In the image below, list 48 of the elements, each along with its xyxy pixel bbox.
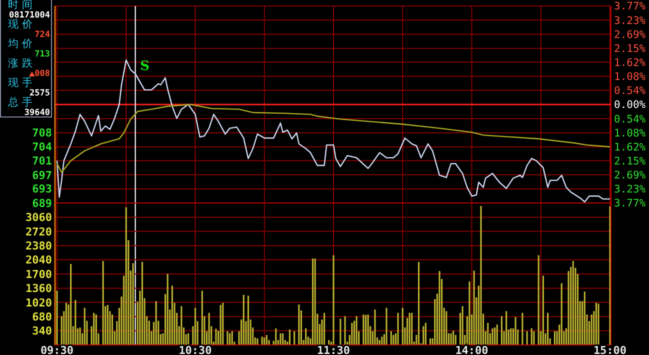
y-tick-label: 2720 <box>26 225 52 238</box>
text: 39640 <box>24 108 50 118</box>
y2-tick-label: 1.62% <box>614 142 646 154</box>
x-tick-label: 10:30 <box>178 344 212 355</box>
text: 均价 <box>7 38 36 50</box>
y-tick-label: 1360 <box>26 282 52 296</box>
y-tick-label: 704 <box>32 140 52 154</box>
y2-tick-label: 3.23% <box>614 184 646 196</box>
y-tick-label: 1020 <box>26 296 52 310</box>
y2-tick-label: 0.00% <box>614 99 646 112</box>
y-tick-label: 701 <box>32 154 52 168</box>
y-tick-label: 1700 <box>26 268 52 281</box>
y2-tick-label: 0.54% <box>614 113 646 126</box>
y2-tick-label: 1.08% <box>614 127 646 140</box>
y-tick-label: 2040 <box>26 254 52 267</box>
y-tick-label: 689 <box>32 196 52 210</box>
x-tick-label: 09:30 <box>40 344 74 355</box>
y-tick-label: 693 <box>32 182 52 196</box>
y2-tick-label: 2.69% <box>614 169 646 182</box>
y2-tick-label: 2.69% <box>614 28 646 41</box>
y-tick-label: 680 <box>32 310 52 324</box>
y2-tick-label: 0.54% <box>614 85 646 98</box>
y-tick-label: 340 <box>32 324 52 338</box>
text: 2575 <box>30 88 50 98</box>
line-series <box>56 104 611 174</box>
text: 08171004 <box>9 10 50 20</box>
y2-tick-label: 3.77% <box>614 0 646 13</box>
y-tick-label: 2380 <box>26 239 52 252</box>
text: 008 <box>34 69 50 79</box>
text: 现价 <box>8 18 36 30</box>
y2-tick-label: 2.15% <box>614 43 646 55</box>
y-tick-label: 697 <box>32 168 52 182</box>
x-tick-label: 15:00 <box>593 344 627 355</box>
y2-tick-label: 2.15% <box>614 155 646 168</box>
text: 涨跌 <box>8 58 36 70</box>
y-tick-label: 708 <box>32 126 52 140</box>
y2-tick-label: 3.23% <box>614 14 646 27</box>
text: 现手 <box>8 76 36 89</box>
y2-tick-label: 1.62% <box>614 56 646 69</box>
text: 总手 <box>7 96 36 108</box>
annotation: S <box>140 58 150 74</box>
x-tick-label: 11:30 <box>316 344 350 355</box>
text: 713 <box>34 50 50 60</box>
y-tick-label: 3060 <box>26 211 52 224</box>
text: 724 <box>34 30 50 40</box>
y2-tick-label: 3.77% <box>614 198 646 210</box>
x-tick-label: 14:00 <box>455 344 488 355</box>
y2-tick-label: 1.08% <box>614 70 646 83</box>
